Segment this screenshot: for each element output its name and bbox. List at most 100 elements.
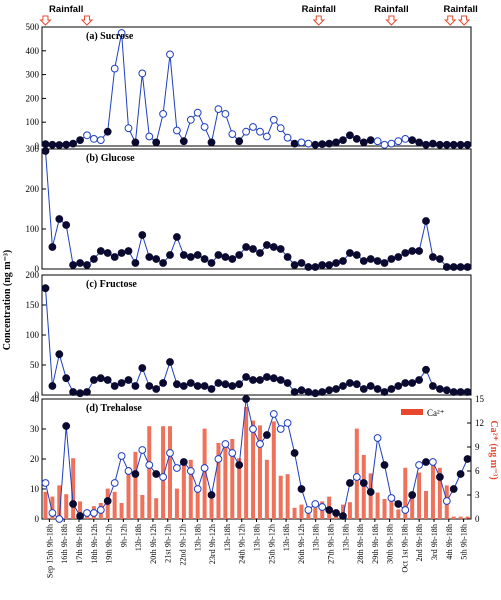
filled-point [394,253,403,261]
open-point [96,506,105,514]
filled-point [117,379,126,387]
filled-point [387,385,396,393]
open-point [415,461,424,469]
open-point [249,425,257,433]
filled-point [159,259,168,267]
filled-point [422,217,430,225]
filled-point [117,249,126,257]
filled-point [456,470,465,478]
y2-tick-label: 9 [475,442,480,452]
filled-point [131,382,140,390]
filled-point [269,243,278,251]
filled-point [103,127,112,136]
x-tick-label: 23rd 9h-12h [208,524,217,564]
open-point [221,440,230,448]
filled-point [429,139,437,148]
ca-bar [347,502,352,519]
filled-point [76,389,84,398]
open-point [249,123,257,131]
filled-point [235,251,244,259]
filled-point [48,382,57,390]
rainfall-label: Rainfall [302,4,336,15]
x-tick-label: 13h-18h [253,524,262,551]
filled-point [429,382,437,390]
open-point [41,479,50,487]
open-point [242,127,251,136]
filled-point [332,385,341,393]
filled-point [290,388,299,396]
open-point [186,467,195,475]
y2-tick-label: 3 [475,490,480,500]
filled-point [380,259,389,267]
panel-1: 0 100 200 300 400 500 (a) Sucrose [26,22,472,151]
ca-bar [299,504,304,519]
ca-bar [78,501,83,519]
rainfall-arrow-icon [385,15,398,26]
legend-label: Ca²⁺ [427,408,445,418]
filled-point [228,255,237,263]
ca-bar [188,459,193,519]
filled-point [145,253,154,261]
filled-point [394,500,403,508]
open-point [387,139,396,148]
filled-point [242,395,251,403]
x-tick-label: 13h-18h [193,524,202,551]
open-point [173,464,181,472]
open-point [401,135,410,143]
filled-point [76,136,84,145]
ca-bar [417,472,422,519]
filled-point [408,491,417,499]
ca-bar [140,495,145,519]
filled-point [214,251,223,259]
filled-point [442,386,451,395]
filled-point [373,385,382,393]
ca-bar [223,440,228,519]
rainfall-arrow-icon [312,15,325,26]
ca-bar [451,516,456,519]
filled-point [235,380,244,389]
filled-point [193,251,202,259]
filled-point [179,251,188,259]
open-point [166,449,174,457]
ca-bar [147,426,152,519]
filled-point [304,388,313,396]
filled-point [352,251,361,259]
y-tick-label: 100 [26,117,40,127]
filled-point [76,259,84,267]
filled-point [276,376,285,384]
open-point [124,467,133,475]
open-point [228,449,237,457]
ca-bar [382,499,387,519]
open-point [193,485,202,493]
open-point [83,131,91,140]
open-point [221,110,230,118]
ca-bar [375,492,380,519]
x-tick-label: 18th 9h-12h [90,524,99,564]
x-tick-label: 5th 9h-18h [460,524,469,560]
ca-bar [112,491,117,519]
filled-point [103,497,112,505]
filled-point [290,261,299,269]
x-tick-label: 13h-18h [282,524,291,551]
filled-point [297,259,306,267]
open-point [173,126,181,135]
ca-bar [285,474,290,519]
filled-point [318,388,327,396]
filled-point [436,140,444,149]
ca-bar [465,516,470,519]
filled-point [152,385,161,393]
filled-point [173,380,181,389]
legend: Ca²⁺ [401,408,445,418]
filled-point [408,247,417,255]
y2-tick-label: 0 [475,514,480,524]
y-tick-label: 10 [30,484,40,494]
filled-point [55,350,64,359]
filled-point [103,249,112,257]
filled-point [249,376,257,384]
filled-point [152,138,161,147]
filled-point [83,388,91,396]
filled-point [401,379,410,387]
y-tick-label: 400 [26,46,40,56]
panel-title: (d) Trehalose [86,403,142,414]
